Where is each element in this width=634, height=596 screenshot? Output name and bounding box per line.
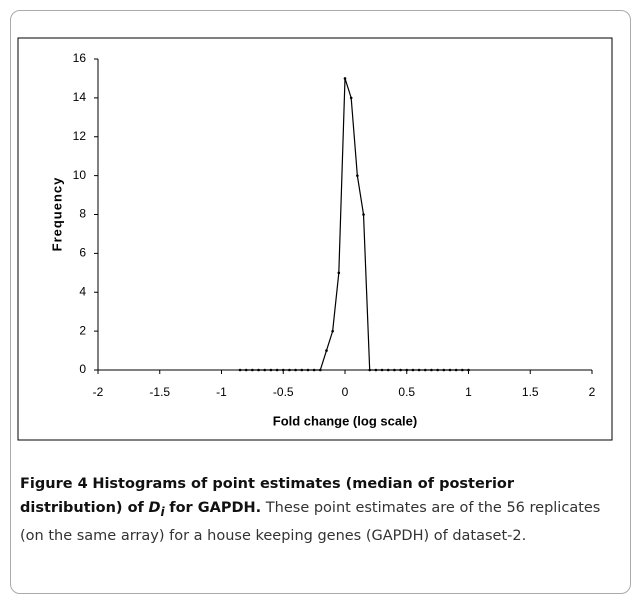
x-tick-label: 0 xyxy=(342,385,349,399)
point xyxy=(430,368,433,372)
x-axis-label: Fold change (log scale) xyxy=(273,413,417,428)
x-tick-label: 1 xyxy=(465,385,472,399)
point xyxy=(368,368,372,372)
subscript-text: i xyxy=(160,504,165,519)
x-tick-label: 1.5 xyxy=(522,385,539,399)
point xyxy=(306,368,310,372)
y-tick-label: 8 xyxy=(79,207,86,221)
point xyxy=(411,368,415,372)
y-tick-label: 16 xyxy=(73,51,87,65)
point xyxy=(331,329,334,333)
x-tick-label: -1.5 xyxy=(149,385,170,399)
point xyxy=(436,368,439,372)
x-tick-label: 0.5 xyxy=(398,385,415,399)
point xyxy=(448,368,452,372)
x-tick-label: -1 xyxy=(216,385,227,399)
chart: Frequency Fold change (log scale) 0 2 4 6 8 1… xyxy=(17,37,613,441)
point xyxy=(393,368,396,372)
point xyxy=(244,368,248,372)
y-tick-label: 10 xyxy=(73,168,87,182)
point xyxy=(257,368,260,372)
point xyxy=(288,368,291,372)
point xyxy=(312,368,316,372)
point xyxy=(386,368,390,372)
point xyxy=(374,368,378,372)
subscript: i xyxy=(161,505,165,519)
y-tick-label: 0 xyxy=(79,362,86,376)
point xyxy=(238,368,242,372)
point xyxy=(467,368,470,372)
point xyxy=(300,368,304,372)
point xyxy=(337,271,341,275)
chart-frame xyxy=(17,37,613,441)
point xyxy=(417,368,421,372)
point xyxy=(423,368,427,372)
figure-panel xyxy=(10,10,631,594)
y-tick-label: 6 xyxy=(79,246,86,260)
caption-symbol: Di xyxy=(148,500,165,519)
caption: Figure 4 Histograms of point estimates (… xyxy=(20,472,610,548)
y-tick-label: 2 xyxy=(79,323,86,337)
caption-text: These point estimates are of the 56 repl… xyxy=(20,500,601,544)
y-tick-label: 4 xyxy=(79,284,86,298)
caption-title-end: for GAPDH. xyxy=(169,500,262,516)
x-tick-label: 2 xyxy=(589,385,596,399)
point xyxy=(263,368,267,372)
point xyxy=(269,368,273,372)
point xyxy=(461,368,464,372)
y-axis-label: Frequency xyxy=(49,177,64,252)
point xyxy=(275,368,279,372)
point xyxy=(442,368,446,372)
point xyxy=(454,368,458,372)
caption-label: Figure 4 xyxy=(20,476,88,492)
point xyxy=(281,368,285,372)
point xyxy=(325,349,328,352)
point xyxy=(405,368,409,372)
point xyxy=(399,368,402,372)
point xyxy=(294,368,297,372)
point xyxy=(380,368,384,372)
point xyxy=(349,96,353,100)
point xyxy=(356,174,359,177)
y-tick-label: 12 xyxy=(73,129,87,143)
point xyxy=(251,368,254,372)
x-tick-label: -0.5 xyxy=(273,385,294,399)
point xyxy=(343,77,347,80)
symbol: D xyxy=(148,500,161,516)
point xyxy=(362,213,365,216)
caption-title: Histograms of point estimates (median of… xyxy=(20,476,515,516)
y-tick-label: 14 xyxy=(73,90,87,104)
point xyxy=(319,368,322,372)
x-tick-label: -2 xyxy=(93,385,104,399)
